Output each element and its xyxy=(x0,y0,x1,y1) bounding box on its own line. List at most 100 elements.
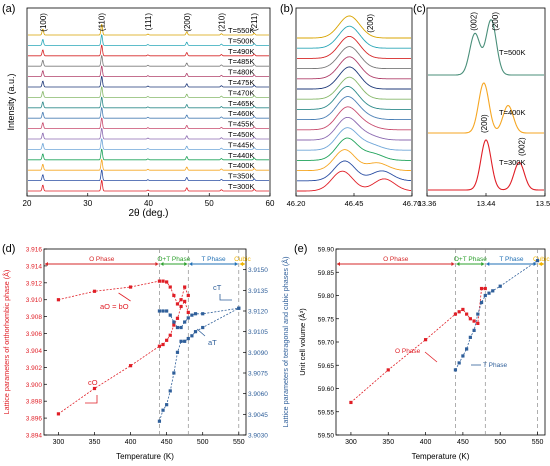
peak-profile-b-15 xyxy=(297,15,411,39)
data-point-d-3-1 xyxy=(161,408,165,412)
e-phase-arrow-left-0 xyxy=(337,262,340,266)
y-tick-label-right-d-5: 3.9105 xyxy=(248,329,268,336)
data-point-e-1-12 xyxy=(535,259,540,263)
y-tick-label-e-7: 59.85 xyxy=(318,270,335,277)
x-tick-label-d-1: 350 xyxy=(89,439,101,446)
x-tick-label-c-2: 13.52 xyxy=(536,199,550,208)
annotation-co: cO xyxy=(88,378,98,387)
data-point-e-0-6 xyxy=(465,312,469,316)
x-tick-label-e-2: 400 xyxy=(420,439,432,446)
e-phase-label-1: O+T Phase xyxy=(454,256,487,263)
series-label-8: T=465K xyxy=(228,99,254,108)
data-point-e-1-11 xyxy=(498,284,502,288)
peak-label-b: (200) xyxy=(366,14,375,33)
series-label-2: T=400K xyxy=(228,161,254,170)
d-phase-label-2: T Phase xyxy=(201,256,225,263)
xrd-pattern-6 xyxy=(28,117,269,129)
d-phase-label-3: Cubic xyxy=(234,256,251,263)
y-tick-label-right-d-0: 3.9030 xyxy=(248,433,268,440)
x-tick-label-d-3: 450 xyxy=(161,439,173,446)
e-phase-arrow-right-3 xyxy=(541,262,544,266)
panel-label-a: (a) xyxy=(2,3,15,15)
data-point-d-3-0 xyxy=(157,419,162,423)
series-label-7: T=460K xyxy=(228,109,254,118)
xrd-pattern-4 xyxy=(28,138,269,150)
panel-label-d: (d) xyxy=(2,243,15,255)
xrd-pattern-3 xyxy=(28,148,269,161)
plot-frame-d xyxy=(43,248,247,436)
d-phase-arrow-left-0 xyxy=(45,262,48,266)
peak-profile-b-10 xyxy=(297,66,411,90)
d-phase-arrow-right-2 xyxy=(234,262,238,266)
peak-profile-b-4 xyxy=(297,127,411,151)
peak-profile-b-2 xyxy=(297,149,411,172)
e-phase-arrow-left-1 xyxy=(456,262,460,266)
panel-e: O Phase O+T Phase T Phase Cubic 59.50 59.55 59… xyxy=(294,243,550,461)
data-point-d-0-3 xyxy=(157,279,162,283)
y-tick-label-e-4: 59.70 xyxy=(318,340,335,347)
series-label-13: T=490K xyxy=(228,47,254,56)
peak-profile-c-0 xyxy=(428,19,544,76)
y-tick-label-right-d-1: 3.9045 xyxy=(248,412,268,419)
y-axis-label-a: Intensity (a.u.) xyxy=(6,73,16,130)
e-phase-arrow-left-2 xyxy=(486,262,490,266)
peak-profile-b-1 xyxy=(297,160,411,182)
y-tick-label-left-d-8: 3.910 xyxy=(26,297,43,304)
data-point-d-3-4 xyxy=(172,371,176,375)
xrd-pattern-8 xyxy=(28,96,269,109)
e-phase-arrow-right-0 xyxy=(451,262,455,266)
series-label-15: T=550K xyxy=(228,26,254,35)
data-point-e-0-2 xyxy=(423,338,428,342)
data-point-e-0-3 xyxy=(453,312,458,316)
peak-profile-b-11 xyxy=(297,56,411,80)
x-tick-label-d-2: 400 xyxy=(125,439,137,446)
x-tick-label-a-4: 60 xyxy=(266,199,275,208)
data-point-d-1-4 xyxy=(161,342,165,347)
data-point-d-3-3 xyxy=(168,389,172,393)
data-point-e-0-1 xyxy=(386,368,390,372)
data-point-d-1-11 xyxy=(186,310,190,315)
peak-profile-b-0 xyxy=(297,170,412,192)
annotation-ct: cT xyxy=(213,283,222,292)
data-point-e-0-9 xyxy=(476,321,480,325)
xrd-pattern-15 xyxy=(28,23,269,36)
peak-profile-b-6 xyxy=(297,106,411,131)
data-point-d-2-8 xyxy=(186,316,190,320)
series-line-d-2 xyxy=(159,307,239,328)
xrd-pattern-9 xyxy=(28,86,269,98)
x-tick-label-b-1: 46.45 xyxy=(345,199,364,208)
data-point-d-2-0 xyxy=(157,309,162,313)
panel-label-c: (c) xyxy=(413,3,426,15)
peak-profile-b-12 xyxy=(297,46,411,70)
y-tick-label-right-d-3: 3.9075 xyxy=(248,371,268,378)
x-tick-label-a-1: 30 xyxy=(83,199,92,208)
series-label-11: T=480K xyxy=(228,68,254,77)
peak-label-c-2-1: (002) xyxy=(517,137,526,156)
curve-label-c-2: T=300K xyxy=(499,158,525,167)
data-point-e-0-4 xyxy=(457,310,461,314)
data-point-d-3-12 xyxy=(237,306,241,310)
data-point-d-1-5 xyxy=(165,338,169,342)
data-point-d-3-2 xyxy=(165,403,169,407)
e-phase-label-3: Cubic xyxy=(533,256,550,263)
data-point-d-2-3 xyxy=(168,313,172,317)
y-tick-label-e-0: 59.50 xyxy=(318,433,335,440)
xrd-pattern-1 xyxy=(28,169,269,181)
xrd-pattern-11 xyxy=(28,65,269,77)
data-point-d-0-6 xyxy=(168,285,172,289)
series-line-d-0 xyxy=(58,280,189,305)
data-point-d-0-10 xyxy=(183,285,187,289)
e-phase-label-2: T Phase xyxy=(499,256,523,263)
y-tick-label-e-5: 59.75 xyxy=(318,316,335,323)
data-point-d-2-6 xyxy=(179,325,183,330)
data-point-d-1-6 xyxy=(168,333,172,337)
curve-label-c-0: T=500K xyxy=(499,48,525,57)
annotation-arrow-at xyxy=(196,328,206,337)
data-point-e-1-5 xyxy=(472,328,476,332)
xrd-pattern-0 xyxy=(28,179,269,192)
data-point-d-2-2 xyxy=(165,309,169,313)
peak-label-3: (200) xyxy=(183,13,192,32)
data-point-e-1-9 xyxy=(487,291,491,295)
data-point-e-1-3 xyxy=(465,347,469,351)
